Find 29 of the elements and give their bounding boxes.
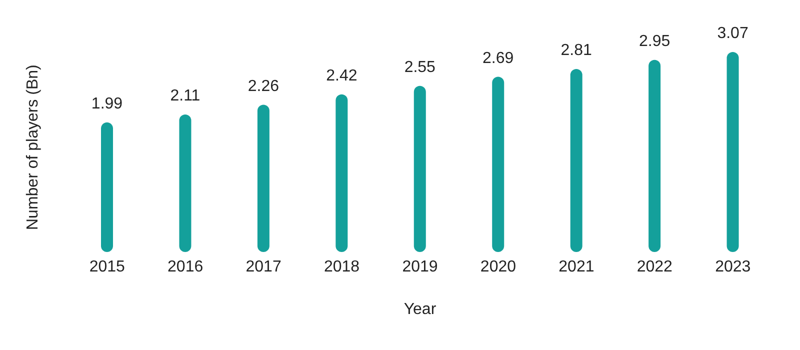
data-label: 2.69 bbox=[482, 50, 514, 67]
x-tick-label: 2023 bbox=[715, 258, 751, 276]
x-tick-label: 2021 bbox=[558, 258, 594, 276]
y-axis-title: Number of players (Bn) bbox=[24, 64, 42, 230]
bar bbox=[492, 76, 504, 252]
data-label: 2.26 bbox=[248, 78, 280, 95]
x-tick-label: 2018 bbox=[324, 258, 360, 276]
bar bbox=[179, 114, 192, 252]
data-label: 3.07 bbox=[717, 25, 748, 42]
x-tick-label: 2015 bbox=[89, 258, 126, 276]
x-tick-label: 2020 bbox=[480, 258, 516, 276]
data-label: 2.95 bbox=[638, 32, 670, 50]
data-label: 2.42 bbox=[326, 67, 358, 84]
bar bbox=[726, 52, 739, 252]
bar bbox=[336, 94, 348, 252]
x-axis-title: Year bbox=[404, 301, 437, 318]
x-tick-label: 2016 bbox=[168, 258, 204, 276]
bar bbox=[257, 104, 270, 252]
bar bbox=[101, 122, 113, 252]
data-label: 1.99 bbox=[91, 95, 123, 112]
bar bbox=[414, 86, 426, 252]
data-label: 2.55 bbox=[404, 58, 436, 76]
bar bbox=[570, 68, 582, 252]
x-tick-label: 2019 bbox=[402, 258, 438, 276]
data-label: 2.11 bbox=[170, 88, 200, 105]
bar bbox=[648, 60, 661, 252]
x-tick-label: 2022 bbox=[636, 258, 673, 276]
data-label: 2.81 bbox=[560, 42, 592, 59]
x-tick-label: 2017 bbox=[246, 258, 282, 276]
